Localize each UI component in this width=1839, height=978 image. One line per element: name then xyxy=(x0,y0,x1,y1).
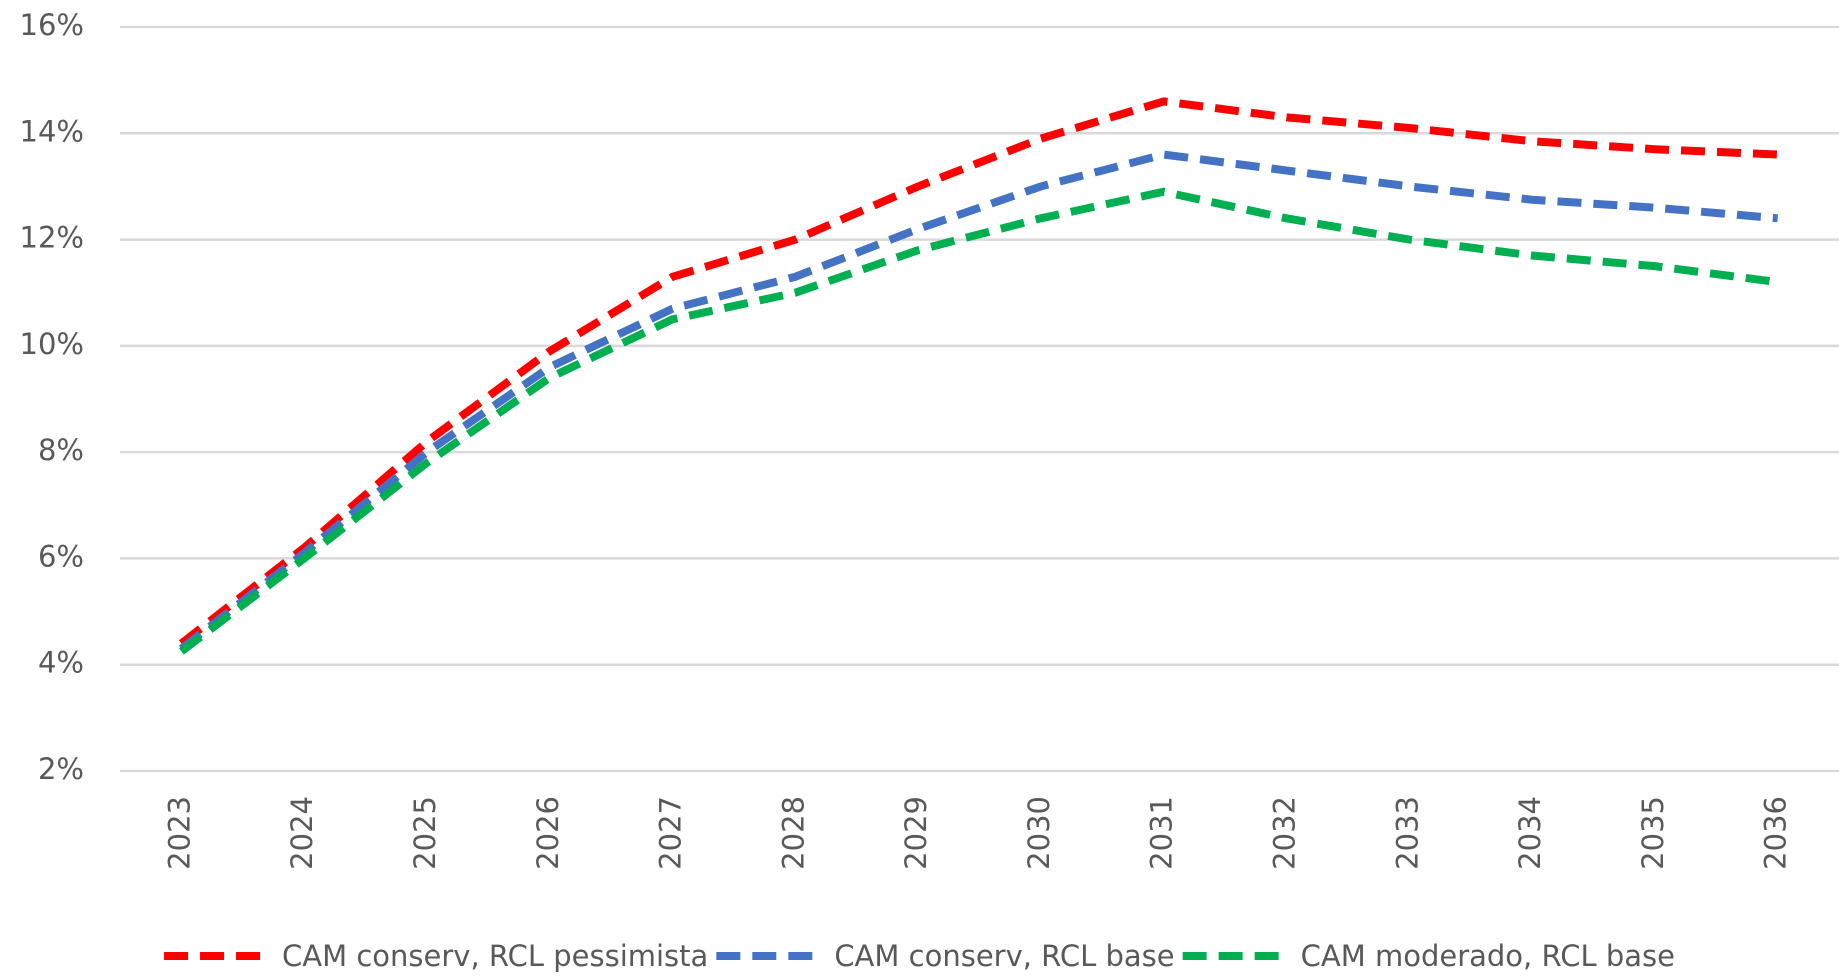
series-line xyxy=(178,97,1778,647)
legend-label: CAM moderado, RCL base xyxy=(1301,939,1675,973)
legend-label: CAM conserv, RCL pessimista xyxy=(282,939,708,973)
x-tick-label: 2023 xyxy=(162,796,196,870)
legend-label: CAM conserv, RCL base xyxy=(834,939,1174,973)
y-tick-label: 8% xyxy=(38,433,84,467)
x-tick-label: 2034 xyxy=(1513,796,1547,870)
x-tick-label: 2029 xyxy=(899,796,933,870)
legend: CAM conserv, RCL pessimista CAM conserv, … xyxy=(164,939,1675,973)
x-tick-label: 2035 xyxy=(1636,796,1670,870)
x-tick-label: 2024 xyxy=(285,796,319,870)
x-tick-label: 2026 xyxy=(531,796,565,870)
x-tick-label: 2027 xyxy=(654,796,688,870)
x-tick-label: 2032 xyxy=(1267,796,1301,870)
x-tick-label: 2025 xyxy=(408,796,442,870)
y-tick-label: 2% xyxy=(38,752,84,786)
y-tick-label: 14% xyxy=(20,114,84,148)
series-line xyxy=(178,150,1778,652)
x-tick-label: 2036 xyxy=(1759,796,1793,870)
y-tick-label: 16% xyxy=(20,8,84,42)
x-tick-label: 2031 xyxy=(1145,796,1179,870)
y-tick-label: 10% xyxy=(20,327,84,361)
x-tick-label: 2033 xyxy=(1390,796,1424,870)
y-tick-label: 6% xyxy=(38,539,84,573)
series-line xyxy=(178,187,1779,655)
x-tick-label: 2028 xyxy=(776,796,810,870)
x-tick-label: 2030 xyxy=(1022,796,1056,870)
y-tick-label: 12% xyxy=(20,221,84,255)
y-tick-label: 4% xyxy=(38,646,84,680)
